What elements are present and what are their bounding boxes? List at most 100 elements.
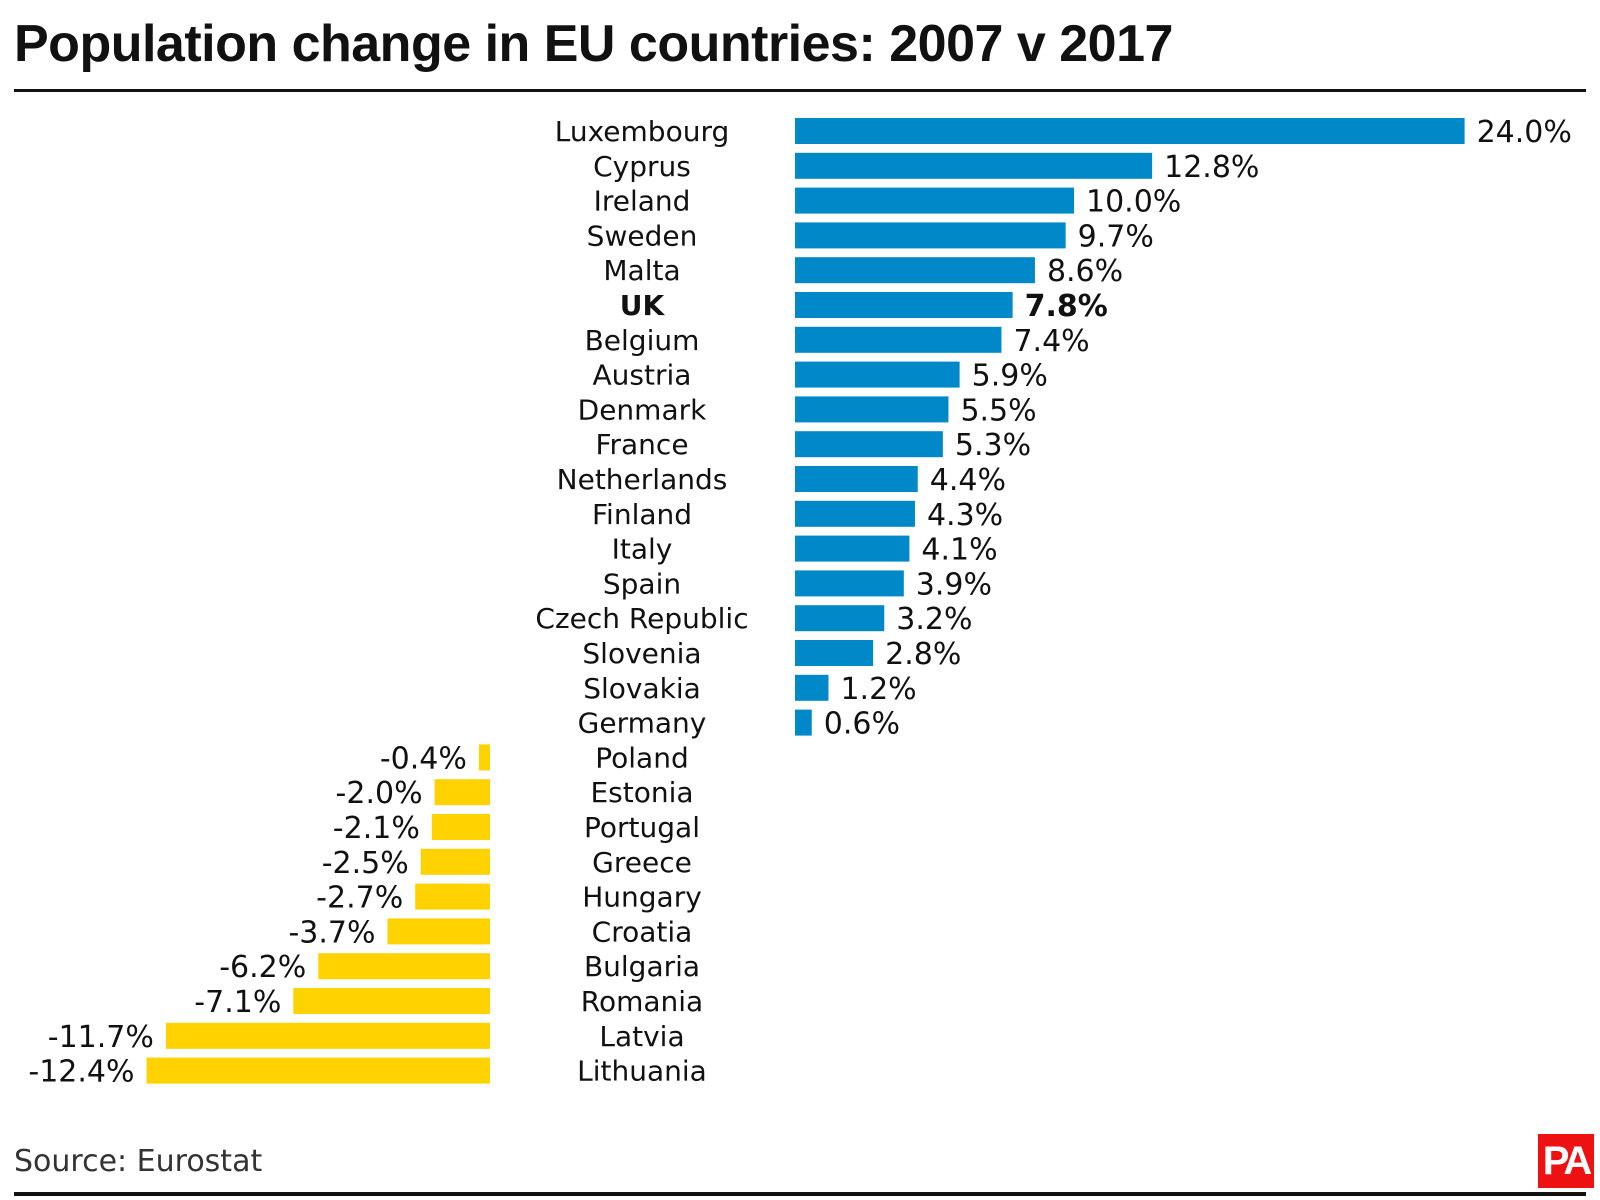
bar-row-germany: Germany 0.6% [578,707,900,742]
bar-row-netherlands: Netherlands 4.4% [557,463,1006,498]
value-label: -2.7% [316,881,403,916]
footer-divider [14,1192,1586,1196]
bar [478,744,490,771]
category-label: UK [620,289,666,322]
bar-row-austria: Austria 5.9% [593,359,1048,394]
bar-row-greece: Greece -2.5% [322,846,692,881]
value-label: -6.2% [219,950,306,985]
bar-row-finland: Finland 4.3% [592,498,1003,533]
value-label: 5.9% [972,359,1048,394]
value-label: 0.6% [824,707,900,742]
bar [415,883,490,910]
bar-row-portugal: Portugal -2.1% [333,811,700,846]
bar [795,466,918,492]
value-label: 7.8% [1025,289,1108,324]
bar-row-malta: Malta 8.6% [603,254,1123,289]
bar-row-slovakia: Slovakia 1.2% [583,672,916,707]
value-label: -7.1% [194,985,281,1020]
bar-row-croatia: Croatia -3.7% [288,915,692,950]
value-label: 5.3% [955,428,1031,463]
bar-row-latvia: Latvia -11.7% [48,1020,685,1055]
bar [293,988,490,1014]
category-label: Greece [592,846,692,879]
category-label: Belgium [585,324,700,357]
category-label: France [595,428,688,461]
value-label: -11.7% [48,1020,154,1055]
category-label: Slovakia [583,672,701,705]
bar [795,431,943,458]
value-label: 1.2% [840,672,916,707]
value-label: 8.6% [1047,254,1123,289]
bar [165,1022,490,1049]
bar [795,535,910,562]
value-label: 4.4% [930,463,1006,498]
category-label: Denmark [578,393,707,426]
bar-row-denmark: Denmark 5.5% [578,393,1037,428]
bar-row-bulgaria: Bulgaria -6.2% [219,950,700,985]
bar-row-slovenia: Slovenia 2.8% [582,637,961,672]
category-label: Ireland [594,185,691,218]
value-label: 4.3% [927,498,1003,533]
value-label: -12.4% [28,1055,134,1090]
category-label: Cyprus [593,150,691,183]
category-label: Spain [603,567,681,600]
bar [795,570,904,597]
value-label: 2.8% [885,637,961,672]
bar [420,848,490,875]
bar [318,953,490,980]
bar-row-belgium: Belgium 7.4% [585,324,1090,359]
bar [795,152,1153,179]
pa-logo: PA [1538,1134,1594,1188]
bar [431,814,490,840]
category-label: Czech Republic [535,602,748,635]
bar [434,779,490,806]
value-label: -2.0% [336,776,423,811]
bar [795,674,829,701]
source-note: Source: Eurostat [14,1144,263,1179]
bar [795,361,960,388]
value-label: 10.0% [1086,185,1181,220]
category-label: Malta [603,254,680,287]
category-label: Bulgaria [584,950,700,983]
chart-title: Population change in EU countries: 2007 … [14,15,1173,73]
value-label: 5.5% [960,393,1036,428]
value-label: 4.1% [921,533,997,568]
category-label: Latvia [599,1020,684,1053]
category-label: Sweden [587,219,698,252]
bar-row-luxembourg: Luxembourg 24.0% [555,115,1572,150]
bar [795,118,1465,144]
category-label: Slovenia [582,637,701,670]
bar-row-france: France 5.3% [595,428,1031,463]
bar [795,222,1066,249]
value-label: 9.7% [1078,219,1154,254]
bar-row-romania: Romania -7.1% [194,985,703,1020]
bar [795,326,1002,353]
category-label: Romania [581,985,703,1018]
bar-row-lithuania: Lithuania -12.4% [28,1055,706,1090]
category-label: Lithuania [577,1055,707,1088]
category-label: Croatia [592,915,693,948]
bar-row-poland: Poland -0.4% [380,741,689,776]
bar [387,918,490,945]
bar [795,605,885,632]
bar [795,257,1035,284]
bar-row-italy: Italy 4.1% [612,533,998,568]
category-label: Germany [578,707,707,740]
bar-row-estonia: Estonia -2.0% [336,776,694,811]
bar-row-cyprus: Cyprus 12.8% [593,150,1259,185]
bar [795,500,915,527]
value-label: -2.1% [333,811,420,846]
bar [795,640,874,666]
bar [146,1057,490,1084]
category-label: Italy [612,533,673,566]
category-label: Hungary [582,881,702,914]
value-label: 3.9% [916,567,992,602]
value-label: -2.5% [322,846,409,881]
bar-row-czech-republic: Czech Republic 3.2% [535,602,972,637]
title-divider [14,89,1586,92]
bar-row-sweden: Sweden 9.7% [587,219,1154,254]
value-label: -3.7% [288,915,375,950]
category-label: Estonia [590,776,693,809]
category-label: Portugal [584,811,700,844]
bar-row-spain: Spain 3.9% [603,567,992,602]
